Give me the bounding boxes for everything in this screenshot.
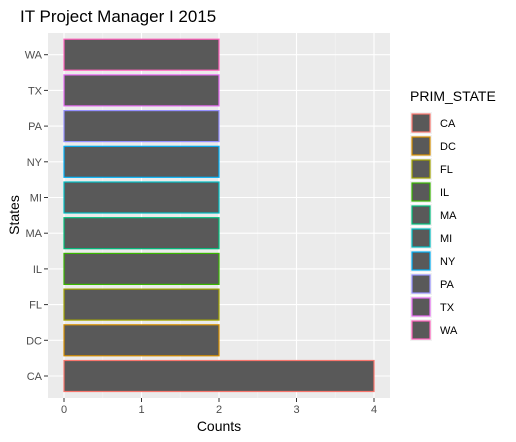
bars [63, 38, 375, 393]
legend-label-dc: DC [440, 141, 456, 153]
bar-ca [63, 359, 375, 393]
bar-il [63, 252, 220, 285]
bar-ny [63, 145, 220, 178]
y-axis-ticks: CA DC FL IL MA MI NY PA TX WA [25, 50, 48, 383]
x-tick-label-4: 4 [371, 404, 377, 416]
y-tick-label-ca: CA [27, 371, 43, 383]
legend-title: PRIM_STATE [410, 88, 496, 104]
legend-swatch-wa [411, 320, 431, 340]
bar-ma [63, 217, 220, 250]
legend: CA DC FL IL MA MI NY PA TX WA [410, 112, 458, 341]
legend-label-ca: CA [440, 118, 456, 130]
legend-swatch-il [411, 182, 431, 202]
legend-label-fl: FL [440, 164, 453, 176]
legend-label-il: IL [440, 187, 449, 199]
legend-swatch-pa [411, 274, 431, 294]
legend-swatch-ma [411, 205, 431, 225]
legend-swatch-dc [411, 136, 431, 156]
y-tick-label-wa: WA [25, 50, 43, 62]
legend-swatch-ny [411, 251, 431, 271]
bar-dc [63, 324, 220, 357]
y-tick-label-fl: FL [29, 300, 42, 312]
legend-label-mi: MI [440, 233, 452, 245]
y-tick-label-ny: NY [27, 157, 43, 169]
y-tick-label-ma: MA [26, 228, 43, 240]
y-tick-label-dc: DC [26, 335, 42, 347]
legend-swatch-mi [411, 228, 431, 248]
bar-pa [63, 109, 220, 143]
legend-swatch-fl [411, 159, 431, 179]
bar-fl [63, 288, 220, 321]
y-tick-label-tx: TX [28, 85, 43, 97]
x-tick-label-3: 3 [293, 404, 299, 416]
y-tick-label-pa: PA [28, 121, 43, 133]
bar-wa [63, 38, 220, 71]
bar-mi [63, 181, 220, 214]
y-tick-label-mi: MI [30, 193, 42, 205]
x-tick-label-0: 0 [61, 404, 67, 416]
legend-label-ny: NY [440, 256, 456, 268]
bar-tx [63, 74, 220, 107]
chart-title: IT Project Manager I 2015 [20, 7, 216, 26]
x-tick-label-2: 2 [216, 404, 222, 416]
legend-swatch-ca [411, 113, 431, 133]
legend-label-tx: TX [440, 302, 455, 314]
legend-swatch-tx [411, 297, 431, 317]
legend-label-ma: MA [440, 210, 457, 222]
y-tick-label-il: IL [33, 264, 42, 276]
legend-label-pa: PA [440, 279, 455, 291]
x-tick-label-1: 1 [138, 404, 144, 416]
x-axis-ticks: 0 1 2 3 4 [61, 398, 377, 416]
y-axis-title: States [6, 195, 22, 235]
legend-label-wa: WA [440, 325, 458, 337]
x-axis-title: Counts [197, 418, 241, 434]
